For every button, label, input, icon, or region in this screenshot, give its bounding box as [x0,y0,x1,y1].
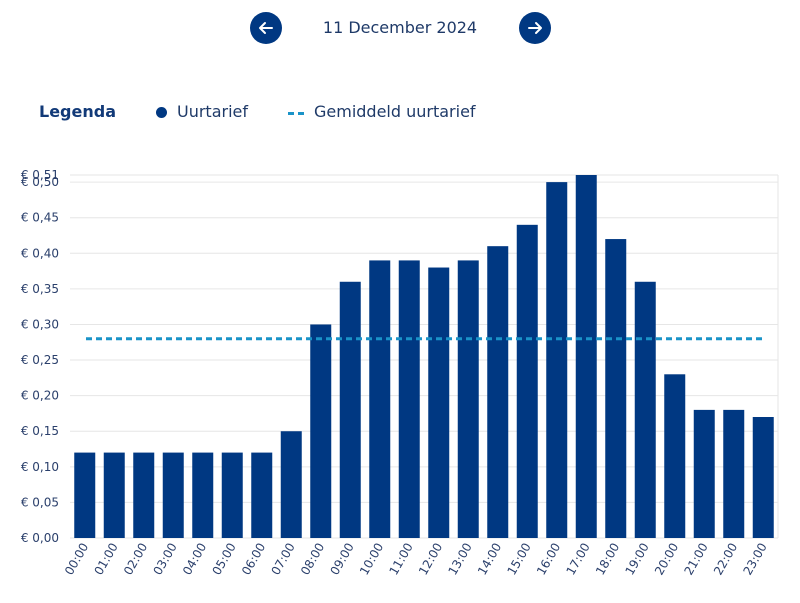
legend-line-label[interactable]: Gemiddeld uurtarief [314,102,476,121]
x-tick-label: 22:00 [711,541,740,578]
bar[interactable] [693,409,715,538]
y-tick-label: € 0,10 [21,460,59,474]
x-tick-label: 21:00 [681,541,710,578]
bar[interactable] [428,267,450,538]
bar[interactable] [162,452,184,538]
bar[interactable] [575,175,597,538]
bar[interactable] [605,239,627,538]
bar[interactable] [723,409,745,538]
legend-title: Legenda [39,102,116,121]
x-tick-label: 23:00 [740,541,769,578]
bar[interactable] [74,452,96,538]
bar[interactable] [516,224,538,538]
x-tick-label: 00:00 [62,541,91,578]
y-tick-label: € 0,15 [21,424,59,438]
bar[interactable] [251,452,273,538]
y-tick-label: € 0,35 [21,282,59,296]
x-tick-label: 03:00 [150,541,179,578]
bar[interactable] [634,281,656,538]
bar[interactable] [339,281,361,538]
x-tick-label: 10:00 [357,541,386,578]
bar[interactable] [546,182,568,538]
x-tick-label: 18:00 [593,541,622,578]
bar[interactable] [457,260,479,538]
y-tick-label: € 0,00 [21,531,59,545]
y-tick-label: € 0,30 [21,317,59,331]
y-tick-label: € 0,25 [21,353,59,367]
x-tick-label: 19:00 [622,541,651,578]
next-day-button[interactable] [519,12,551,44]
bar[interactable] [369,260,391,538]
date-navigation: 11 December 2024 [0,12,800,44]
legend-line-marker [288,112,304,115]
x-tick-label: 06:00 [239,541,268,578]
y-tick-label: € 0,50 [21,175,59,189]
x-tick-label: 04:00 [180,541,209,578]
bar[interactable] [487,246,509,539]
bar[interactable] [398,260,420,538]
x-tick-label: 16:00 [534,541,563,578]
y-tick-label: € 0,40 [21,246,59,260]
bar[interactable] [133,452,155,538]
bar[interactable] [664,374,686,538]
y-tick-label: € 0,45 [21,211,59,225]
legend-bar-marker [156,107,167,118]
x-tick-label: 05:00 [209,541,238,578]
legend-bar-label[interactable]: Uurtarief [177,102,249,121]
x-tick-label: 15:00 [504,541,533,578]
x-tick-label: 09:00 [327,541,356,578]
x-tick-label: 13:00 [445,541,474,578]
x-tick-label: 12:00 [416,541,445,578]
arrow-right-icon [528,22,542,34]
y-tick-label: € 0,05 [21,495,59,509]
hourly-price-chart: € 0,00 € 0,05 € 0,10 € 0,15 € 0,20 € 0,25 € 0,… [21,168,779,578]
x-tick-label: 17:00 [563,541,592,578]
x-tick-label: 14:00 [475,541,504,578]
x-tick-label: 20:00 [652,541,681,578]
x-tick-label: 08:00 [298,541,327,578]
previous-day-button[interactable] [250,12,282,44]
y-tick-label: € 0,51 [21,168,59,182]
current-date: 11 December 2024 [322,18,478,37]
bar[interactable] [752,417,774,538]
bar[interactable] [221,452,243,538]
x-tick-label: 07:00 [268,541,297,578]
arrow-left-icon [259,22,273,34]
x-tick-label: 01:00 [91,541,120,578]
bar[interactable] [310,324,332,538]
bar[interactable] [280,431,302,538]
bar[interactable] [192,452,214,538]
y-tick-label: € 0,20 [21,389,59,403]
x-tick-label: 11:00 [386,541,415,578]
bar[interactable] [103,452,125,538]
x-tick-label: 02:00 [121,541,150,578]
